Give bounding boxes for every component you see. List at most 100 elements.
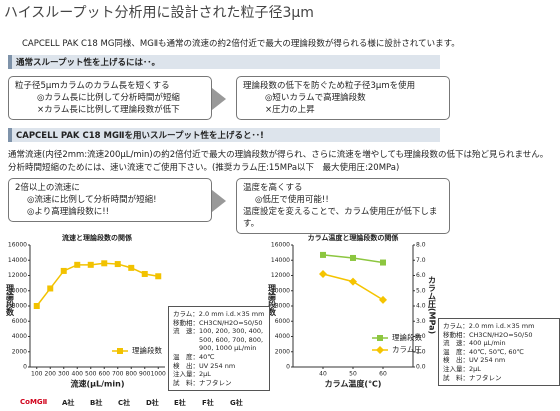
condition-line: 試 料：ナフタレン: [173, 378, 232, 387]
paragraph-line: 分析時間短縮のためには、速い流速でご使用下さい。(推奨カラム圧:15MPa以下 …: [8, 163, 400, 173]
condition-line: 注入量：2μL: [443, 364, 481, 373]
y2-tick-label: 5.0: [416, 287, 426, 294]
brand-label: A社: [62, 399, 75, 407]
marker: [350, 254, 356, 261]
marker: [114, 261, 121, 268]
marker: [117, 348, 123, 354]
box-line: 温度設定を変えることで、カラム使用圧が低下します。: [243, 207, 438, 229]
x-tick-label: 800: [126, 371, 138, 378]
marker: [319, 269, 327, 278]
y-axis-label: 理論段数: [267, 284, 277, 317]
box-line: ×圧力の上昇: [265, 105, 315, 115]
marker: [376, 346, 384, 354]
x-tick-label: 700: [112, 371, 124, 378]
y-tick-label: 14000: [271, 257, 290, 264]
arrow: [212, 190, 226, 212]
legend-label: 理論段数: [132, 345, 162, 355]
condition-line: 注入量：2μL: [173, 370, 211, 379]
y2-tick-label: 4.0: [416, 303, 426, 310]
marker: [320, 251, 326, 258]
condition-line: 検 出：UV 254 nm: [443, 356, 506, 365]
box-line: ◎より高理論段数に!!: [27, 207, 110, 217]
marker: [377, 335, 383, 341]
y-tick-label: 16000: [271, 242, 290, 249]
y-axis-label: 理論段数: [5, 284, 15, 317]
marker: [379, 295, 387, 304]
y-tick-label: 12000: [8, 272, 27, 279]
box-line: 理論段数の低下を防ぐため粒子径3μmを使用: [243, 81, 416, 91]
marker: [33, 303, 40, 309]
legend-label: カラム圧: [392, 345, 422, 354]
brand-label: CoMGⅡ: [20, 398, 48, 406]
section-heading: CAPCELL PAK C18 MGⅡを用いスループット性を上げると･･!: [8, 128, 440, 142]
y2-tick-label: 7.0: [416, 257, 426, 264]
box-line: ◎低圧で使用可能!!: [255, 195, 329, 205]
y2-tick-label: 2.0: [416, 333, 426, 340]
x-tick-label: 60: [379, 371, 387, 378]
y-tick-label: 6000: [12, 318, 27, 325]
x-tick-label: 300: [58, 371, 70, 378]
y-tick-label: 2000: [275, 348, 290, 355]
box-line: 2倍以上の流速に: [15, 183, 80, 193]
brand-label: D社: [146, 399, 159, 407]
y-tick-label: 2000: [12, 348, 27, 355]
marker: [101, 260, 108, 267]
y-tick-label: 16000: [8, 242, 27, 249]
x-axis-label: カラム温度(℃): [325, 379, 382, 389]
box-line: ×カラム長に比例して理論段数が低下: [37, 105, 180, 115]
y2-tick-label: 0.0: [416, 364, 426, 371]
marker: [349, 277, 357, 286]
y-tick-label: 12000: [271, 272, 290, 279]
chart-title: 流速と理論段数の関係: [62, 233, 132, 242]
marker: [87, 261, 94, 268]
box-line: 温度を高くする: [243, 183, 303, 193]
conditions: カラム：2.0 mm i.d.×35 mm 移動相：CH3CN/H2O=50/50…: [438, 318, 560, 387]
text-box: 粒子径5μmカラムのカラム長を短くする ◎カラム長に比例して分析時間が短縮 ×カ…: [8, 76, 212, 120]
box-line: 粒子径5μmカラムのカラム長を短くする: [15, 81, 170, 91]
x-tick-label: 100: [31, 371, 43, 378]
y-tick-label: 10000: [271, 287, 290, 294]
y-tick-label: 8000: [275, 303, 290, 310]
condition-line: カラム：2.0 mm i.d.×35 mm: [443, 322, 535, 330]
chart-title: カラム温度と理論段数の関係: [308, 233, 399, 242]
y-tick-label: 6000: [275, 318, 290, 325]
condition-line: 流 速：400 μL/min: [443, 339, 506, 348]
x-tick-label: 50: [349, 371, 357, 378]
conditions: カラム：2.0 mm i.d.×35 mm 移動相：CH3CN/H2O=50/50…: [168, 306, 270, 392]
brand-label: E社: [174, 399, 186, 407]
title: ハイスループット分析用に設計された粒子径3μm: [4, 5, 314, 21]
brand-label: B社: [90, 399, 103, 407]
x-tick-label: 500: [85, 371, 97, 378]
text-box: 2倍以上の流速に ◎流速に比例して分析時間が短縮! ◎より高理論段数に!!: [8, 178, 212, 222]
y2-tick-label: 3.0: [416, 318, 426, 325]
box-line: ◎短いカラムで高理論段数: [265, 93, 366, 103]
y-tick-label: 4000: [275, 333, 290, 340]
condition-line: 移動相：CH3CN/H2O=50/50: [443, 330, 533, 339]
x-axis-label: 流速(μL/min): [71, 379, 125, 389]
condition-line: 移動相：CH3CN/H2O=50/50: [173, 318, 263, 327]
marker: [47, 285, 54, 292]
y2-tick-label: 1.0: [416, 348, 426, 355]
box-line: ◎流速に比例して分析時間が短縮!: [27, 195, 157, 205]
y-tick-label: 4000: [12, 333, 27, 340]
marker: [155, 273, 162, 280]
condition-line: カラム：2.0 mm i.d.×35 mm: [173, 310, 265, 318]
series-line: [36, 262, 159, 307]
condition-line: 500, 600, 700, 800,: [199, 335, 264, 344]
arrow: [212, 88, 226, 110]
condition-line: 試 料：ナフタレン: [443, 373, 502, 382]
marker: [141, 270, 148, 277]
marker: [380, 259, 386, 266]
marker: [74, 261, 81, 268]
brand-label: G社: [230, 399, 243, 407]
condition-line: 900, 1000 μL/min: [199, 344, 257, 353]
marker: [128, 264, 135, 271]
section-heading: 通常スループット性を上げるには･･。: [8, 55, 440, 69]
text-box: 理論段数の低下を防ぐため粒子径3μmを使用 ◎短いカラムで高理論段数 ×圧力の上…: [236, 76, 450, 120]
condition-line: 検 出：UV 254 nm: [173, 361, 236, 370]
text-box: 温度を高くする ◎低圧で使用可能!! 温度設定を変えることで、カラム使用圧が低下…: [236, 178, 450, 234]
y-tick-label: 8000: [12, 303, 27, 310]
intro: CAPCELL PAK C18 MG同様、MGⅡも通常の流速の約2倍付近で最大の…: [22, 39, 460, 49]
